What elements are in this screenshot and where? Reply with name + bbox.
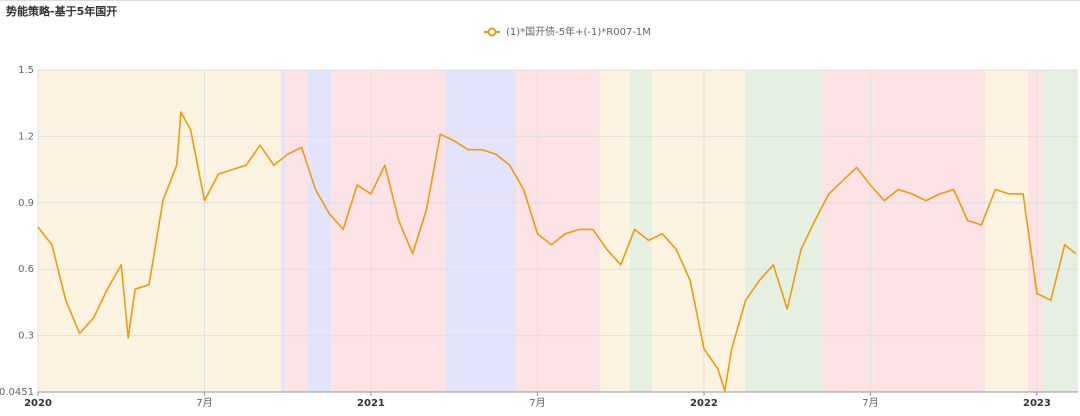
legend-marker — [487, 27, 497, 37]
x-tick-label: 7月 — [196, 397, 212, 409]
regime-band — [516, 70, 600, 392]
regime-band — [1043, 70, 1078, 392]
y-tick-label: 0.0451 — [0, 387, 34, 398]
regime-band — [38, 70, 282, 392]
y-tick-label: 1.5 — [18, 65, 34, 76]
regime-band — [445, 70, 517, 392]
y-tick-label: 0.3 — [18, 331, 34, 342]
x-tick-label: 7月 — [862, 397, 878, 409]
x-tick-label: 2022 — [690, 398, 718, 409]
regime-band — [284, 70, 308, 392]
x-tick-label: 2023 — [1023, 398, 1051, 409]
regime-band — [307, 70, 332, 392]
regime-band — [652, 70, 746, 392]
y-tick-label: 1.2 — [18, 131, 34, 142]
regime-band — [331, 70, 446, 392]
regime-band — [599, 70, 630, 392]
data-line — [37, 111, 1077, 392]
legend-label: (1)*国开债-5年+(-1)*R007-1M — [506, 25, 651, 38]
y-tick-label: 0.9 — [18, 198, 34, 209]
regime-band — [821, 70, 986, 392]
x-tick-label: 2021 — [357, 398, 385, 409]
regime-band — [985, 70, 1029, 392]
y-tick-label: 0.6 — [18, 264, 34, 275]
x-tick-label: 7月 — [529, 397, 545, 409]
regime-band — [629, 70, 653, 392]
chart-title: 势能策略-基于5年国开 — [6, 4, 117, 18]
regime-band — [281, 70, 285, 392]
x-tick-label: 2020 — [24, 398, 52, 409]
regime-band — [1028, 70, 1044, 392]
